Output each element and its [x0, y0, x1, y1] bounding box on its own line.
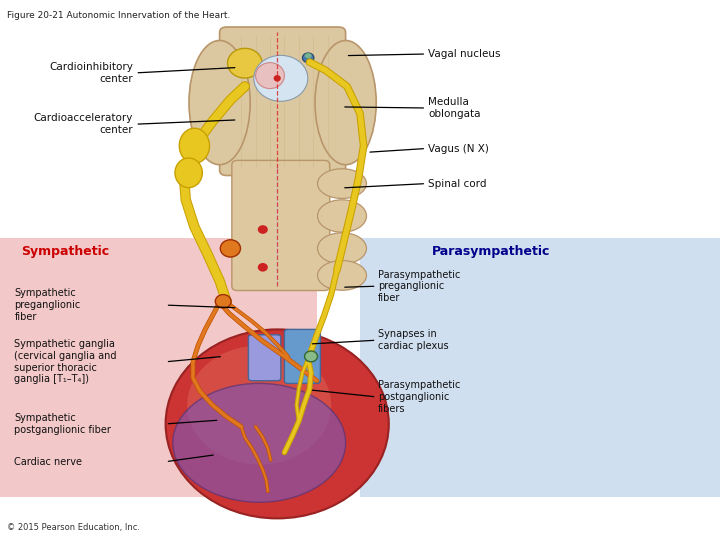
Ellipse shape [254, 56, 308, 102]
Text: Cardioinhibitory
center: Cardioinhibitory center [50, 62, 133, 84]
Text: Medulla
oblongata: Medulla oblongata [428, 97, 481, 119]
FancyBboxPatch shape [232, 160, 330, 291]
FancyBboxPatch shape [284, 329, 320, 383]
Ellipse shape [179, 128, 210, 163]
Text: Vagus (N X): Vagus (N X) [428, 144, 490, 153]
Ellipse shape [173, 383, 346, 502]
Ellipse shape [318, 168, 366, 199]
Text: Sympathetic
preganglionic
fiber: Sympathetic preganglionic fiber [14, 288, 81, 322]
Text: Synapses in
cardiac plexus: Synapses in cardiac plexus [378, 329, 449, 351]
Ellipse shape [258, 225, 268, 234]
Bar [360, 238, 720, 497]
Text: Sympathetic
postganglionic fiber: Sympathetic postganglionic fiber [14, 413, 112, 435]
Text: Sympathetic ganglia
(cervical ganglia and
superior thoracic
ganglia [T₁–T₄]): Sympathetic ganglia (cervical ganglia an… [14, 340, 117, 384]
Ellipse shape [228, 48, 262, 78]
Ellipse shape [305, 53, 312, 58]
Ellipse shape [302, 53, 314, 63]
Text: Parasympathetic
postganglionic
fibers: Parasympathetic postganglionic fibers [378, 380, 460, 414]
Ellipse shape [318, 200, 366, 232]
Ellipse shape [187, 346, 331, 464]
Ellipse shape [189, 40, 251, 165]
Text: Cardiac nerve: Cardiac nerve [14, 457, 82, 467]
Ellipse shape [318, 233, 366, 264]
Ellipse shape [315, 40, 377, 165]
Text: Cardioacceleratory
center: Cardioacceleratory center [34, 113, 133, 135]
Text: Parasympathetic
preganglionic
fiber: Parasympathetic preganglionic fiber [378, 269, 460, 303]
Ellipse shape [215, 295, 231, 308]
Text: Spinal cord: Spinal cord [428, 179, 487, 188]
Text: Figure 20-21 Autonomic Innervation of the Heart.: Figure 20-21 Autonomic Innervation of th… [7, 11, 230, 20]
Text: Sympathetic: Sympathetic [22, 245, 109, 258]
Text: Parasympathetic: Parasympathetic [432, 245, 550, 258]
Text: Vagal nucleus: Vagal nucleus [428, 49, 501, 59]
Ellipse shape [175, 158, 202, 187]
Ellipse shape [166, 329, 389, 518]
Text: © 2015 Pearson Education, Inc.: © 2015 Pearson Education, Inc. [7, 523, 140, 532]
Ellipse shape [318, 260, 366, 290]
Ellipse shape [256, 63, 284, 89]
Bar [0, 238, 317, 497]
Ellipse shape [258, 263, 268, 272]
FancyBboxPatch shape [220, 27, 346, 176]
Ellipse shape [305, 351, 318, 362]
FancyBboxPatch shape [248, 335, 281, 381]
Ellipse shape [220, 240, 240, 257]
Ellipse shape [274, 75, 281, 82]
